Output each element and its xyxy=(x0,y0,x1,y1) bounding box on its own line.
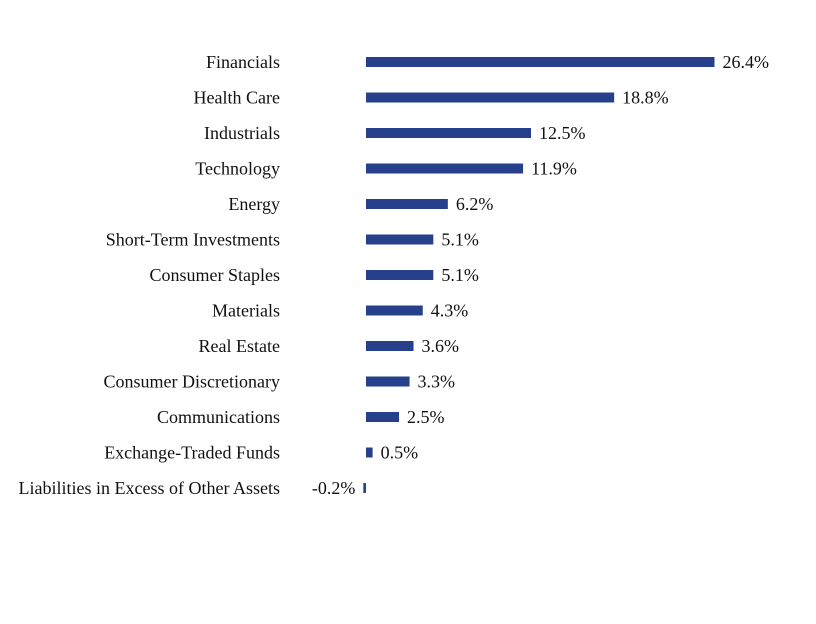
bar-consumer-staples xyxy=(366,270,434,280)
category-label-short-term-investments: Short-Term Investments xyxy=(106,230,280,250)
category-label-materials: Materials xyxy=(212,301,280,321)
value-label-health-care: 18.8% xyxy=(622,88,669,108)
category-label-energy: Energy xyxy=(228,194,280,214)
category-labels: Financials Health Care Industrials Technolo… xyxy=(19,52,280,498)
bar-exchange-traded-funds xyxy=(366,447,373,458)
bar-industrials xyxy=(366,128,531,138)
category-label-exchange-traded-funds: Exchange-Traded Funds xyxy=(104,443,280,463)
category-label-technology: Technology xyxy=(195,159,280,179)
bar-health-care xyxy=(366,92,615,103)
value-label-energy: 6.2% xyxy=(456,194,494,214)
bar-financials xyxy=(366,57,715,67)
category-label-liabilities-in-excess-of-other-assets: Liabilities in Excess of Other Assets xyxy=(19,478,280,498)
value-label-consumer-staples: 5.1% xyxy=(441,265,479,285)
category-label-consumer-staples: Consumer Staples xyxy=(150,265,281,285)
value-label-communications: 2.5% xyxy=(407,407,445,427)
value-label-real-estate: 3.6% xyxy=(422,336,460,356)
bar-energy xyxy=(366,199,448,209)
value-labels: 26.4% 18.8% 12.5% 11.9% 6.2% 5.1% 5.1% 4.3% 3.6%… xyxy=(312,52,769,498)
category-label-industrials: Industrials xyxy=(204,123,280,143)
value-label-liabilities-in-excess-of-other-assets: -0.2% xyxy=(312,478,356,498)
value-label-industrials: 12.5% xyxy=(539,123,586,143)
bar-consumer-discretionary xyxy=(366,376,410,387)
value-label-financials: 26.4% xyxy=(722,52,769,72)
value-label-exchange-traded-funds: 0.5% xyxy=(381,443,419,463)
category-label-communications: Communications xyxy=(157,407,280,427)
category-label-financials: Financials xyxy=(206,52,280,72)
bar-liabilities-in-excess-of-other-assets xyxy=(363,483,366,493)
value-label-materials: 4.3% xyxy=(431,301,469,321)
value-label-consumer-discretionary: 3.3% xyxy=(418,372,456,392)
bar-real-estate xyxy=(366,341,414,351)
category-label-health-care: Health Care xyxy=(194,88,280,108)
bar-technology xyxy=(366,163,524,174)
bars xyxy=(363,57,715,493)
bar-short-term-investments xyxy=(366,234,434,245)
category-label-consumer-discretionary: Consumer Discretionary xyxy=(104,372,280,392)
value-label-technology: 11.9% xyxy=(531,159,577,179)
value-label-short-term-investments: 5.1% xyxy=(441,230,479,250)
category-label-real-estate: Real Estate xyxy=(199,336,280,356)
bar-materials xyxy=(366,305,423,316)
bar-communications xyxy=(366,412,399,422)
